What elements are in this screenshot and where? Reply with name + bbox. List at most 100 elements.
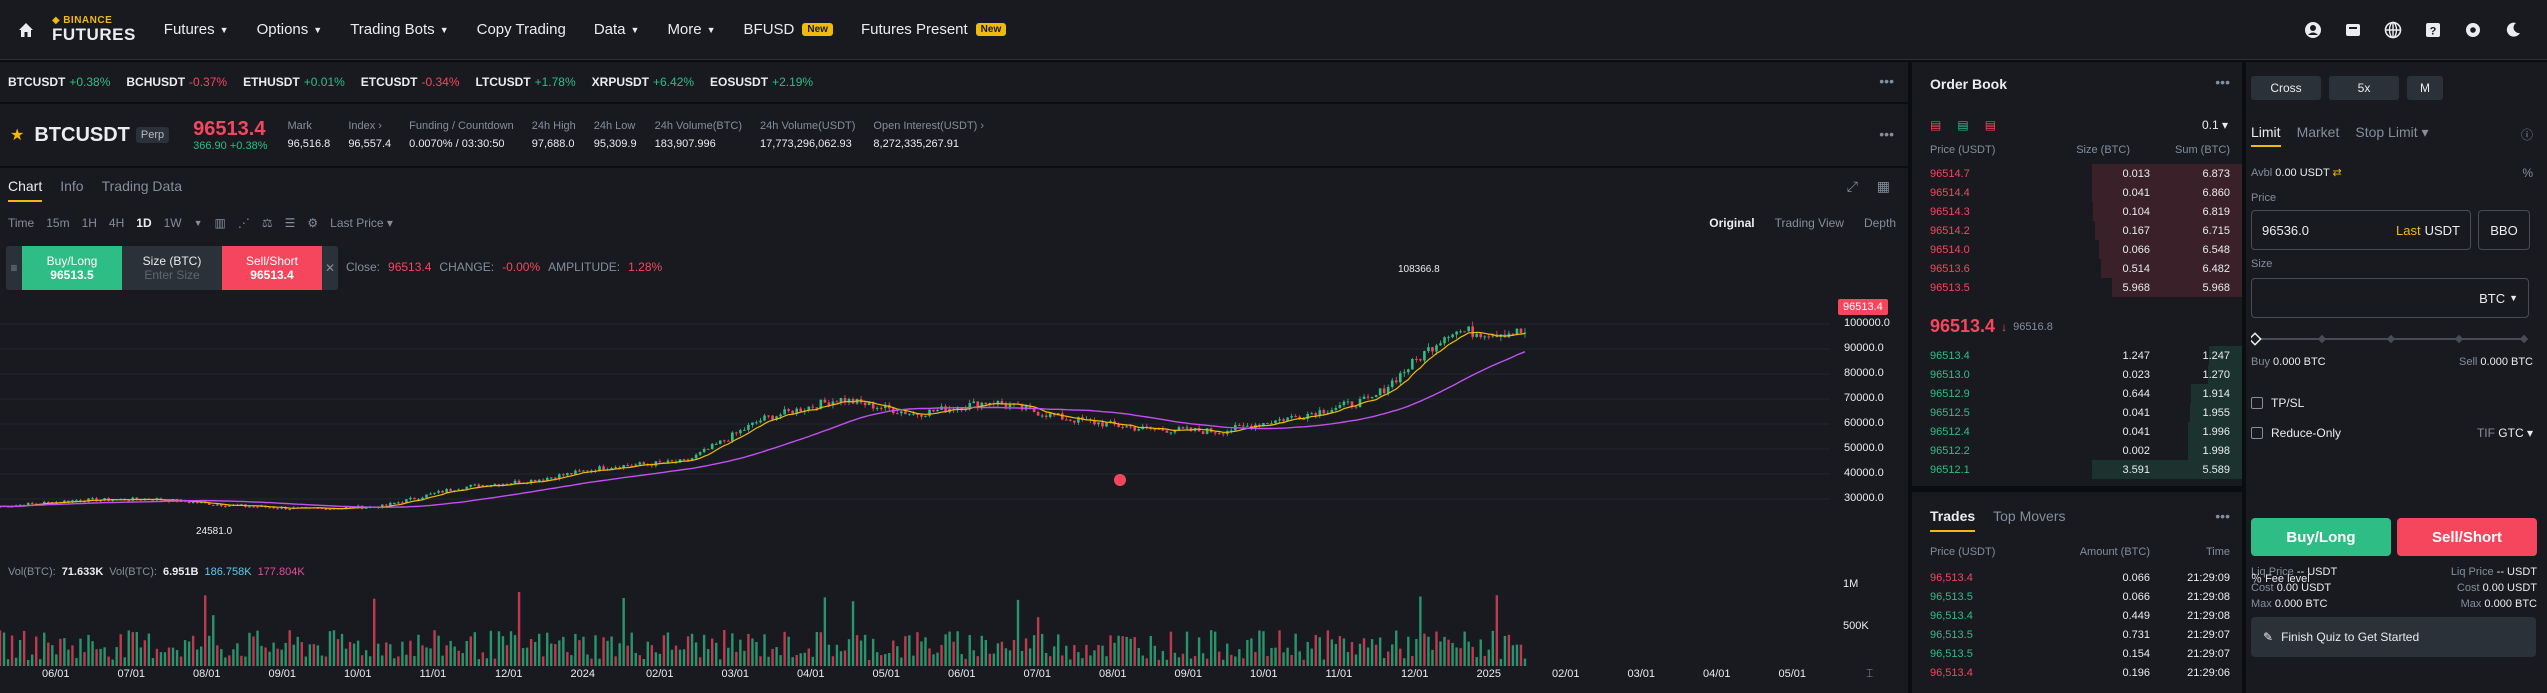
bid-row[interactable]: 96513.4 1.247 1.247: [1912, 346, 2242, 365]
leverage-button[interactable]: 5x: [2329, 76, 2399, 100]
ask-row[interactable]: 96513.5 5.968 5.968: [1912, 278, 2242, 297]
tick-size-select[interactable]: 0.1 ▾: [2201, 118, 2228, 132]
bid-row[interactable]: 96512.4 0.041 1.996: [1912, 422, 2242, 441]
candle-type-icon[interactable]: ▥: [214, 216, 226, 230]
calculator-icon[interactable]: %: [2522, 166, 2533, 180]
axis-scale-icon[interactable]: ⌶: [1866, 666, 1874, 680]
tab-trades[interactable]: Trades: [1930, 508, 1976, 532]
ask-row[interactable]: 96514.4 0.041 6.860: [1912, 183, 2242, 202]
nav-copy-trading[interactable]: Copy Trading: [476, 21, 566, 38]
indicator-icon[interactable]: ⋰: [237, 216, 250, 230]
bid-row[interactable]: 96512.2 0.002 1.998: [1912, 441, 2242, 460]
more-dots-icon[interactable]: •••: [2215, 508, 2230, 524]
ask-row[interactable]: 96514.2 0.167 6.715: [1912, 221, 2242, 240]
quick-sell-button[interactable]: Sell/Short 96513.4: [222, 246, 322, 290]
bid-row[interactable]: 96512.5 0.041 1.955: [1912, 403, 2242, 422]
tf-4h[interactable]: 4H: [108, 216, 125, 230]
ticker-xrpusdt[interactable]: XRPUSDT +6.42%: [591, 75, 695, 89]
tpsl-checkbox[interactable]: TP/SL: [2251, 396, 2304, 410]
ask-row[interactable]: 96514.0 0.066 6.548: [1912, 240, 2242, 259]
tab-stop-limit[interactable]: Stop Limit ▾: [2355, 124, 2429, 140]
tab-trading-data[interactable]: Trading Data: [101, 178, 183, 194]
globe-icon[interactable]: [2383, 20, 2403, 40]
position-mode-button[interactable]: M: [2407, 76, 2443, 100]
book-bids-icon[interactable]: ▤: [1957, 118, 1969, 132]
quick-buy-button[interactable]: Buy/Long 96513.5: [22, 246, 122, 290]
more-dots-icon[interactable]: •••: [2215, 74, 2230, 90]
info-icon[interactable]: ⓘ: [2520, 128, 2533, 142]
bid-row[interactable]: 96512.9 0.644 1.914: [1912, 384, 2242, 403]
nav-bfusd[interactable]: BFUSD New: [744, 21, 833, 38]
home-icon[interactable]: [0, 21, 52, 39]
settings-icon[interactable]: ⚙: [307, 216, 319, 230]
compare-icon[interactable]: ⚖: [261, 216, 273, 230]
layout-grid-icon[interactable]: ▦: [1876, 178, 1890, 194]
close-icon[interactable]: ✕: [324, 261, 336, 275]
ticker-bchusdt[interactable]: BCHUSDT -0.37%: [126, 75, 228, 89]
buy-long-button[interactable]: Buy/Long: [2251, 518, 2391, 556]
view-depth[interactable]: Depth: [1863, 216, 1896, 230]
ticker-eosusdt[interactable]: EOSUSDT +2.19%: [710, 75, 814, 89]
nav-options[interactable]: Options ▼: [256, 21, 323, 38]
ask-row[interactable]: 96514.7 0.013 6.873: [1912, 164, 2242, 183]
nav-trading-bots[interactable]: Trading Bots ▼: [350, 21, 449, 38]
sell-short-button[interactable]: Sell/Short: [2397, 518, 2537, 556]
tf-1w[interactable]: 1W: [163, 216, 182, 230]
price-chart[interactable]: [0, 294, 1910, 674]
bid-row[interactable]: 96512.1 3.591 5.589: [1912, 460, 2242, 479]
event-marker-dot[interactable]: [1114, 474, 1126, 486]
tf-1d[interactable]: 1D: [136, 216, 152, 230]
nav-futures[interactable]: Futures ▼: [163, 21, 229, 38]
moon-icon[interactable]: [2503, 20, 2523, 40]
stat-open-interest[interactable]: Open Interest(USDT) › 8,272,335,267.91: [873, 120, 985, 150]
nav-more[interactable]: More ▼: [667, 21, 716, 38]
book-asks-icon[interactable]: ▤: [1984, 118, 1997, 132]
margin-mode-button[interactable]: Cross: [2251, 76, 2321, 100]
nav-data[interactable]: Data ▼: [593, 21, 640, 38]
ticker-etcusdt[interactable]: ETCUSDT -0.34%: [360, 75, 460, 89]
tab-top-movers[interactable]: Top Movers: [1993, 508, 2066, 524]
nav-futures-present[interactable]: Futures Present New: [861, 21, 1007, 38]
reduce-only-checkbox[interactable]: Reduce-Only: [2251, 426, 2341, 440]
favorite-star-icon[interactable]: ★: [10, 127, 25, 144]
ticker-ltcusdt[interactable]: LTCUSDT +1.78%: [475, 75, 576, 89]
book-both-icon[interactable]: ▤: [1930, 118, 1942, 132]
more-dots-icon[interactable]: •••: [1879, 73, 1894, 89]
symbol-name[interactable]: BTCUSDT: [34, 123, 130, 146]
price-input[interactable]: 96536.0 Last USDT: [2251, 210, 2471, 250]
help-icon[interactable]: ?: [2423, 20, 2443, 40]
wallet-icon[interactable]: [2343, 20, 2363, 40]
ticker-btcusdt[interactable]: BTCUSDT +0.38%: [8, 75, 111, 89]
size-slider[interactable]: [2251, 332, 2531, 346]
ask-row[interactable]: 96513.6 0.514 6.482: [1912, 259, 2242, 278]
tab-info[interactable]: Info: [60, 178, 84, 194]
tf-15m[interactable]: 15m: [46, 216, 70, 230]
tif-select[interactable]: TIF GTC ▾: [2476, 426, 2533, 440]
view-original[interactable]: Original: [1709, 216, 1755, 230]
ticker-ethusdt[interactable]: ETHUSDT +0.01%: [243, 75, 345, 89]
bid-row[interactable]: 96513.0 0.023 1.270: [1912, 365, 2242, 384]
quiz-banner[interactable]: ✎ Finish Quiz to Get Started: [2251, 617, 2536, 657]
user-icon[interactable]: [2303, 20, 2323, 40]
tf-time[interactable]: Time: [8, 216, 35, 230]
price-type-select[interactable]: Last Price ▾: [330, 216, 393, 230]
expand-icon[interactable]: ⤢: [1846, 178, 1858, 194]
binance-futures-logo[interactable]: ◆ BINANCE FUTURES: [52, 15, 136, 44]
drag-handle-icon[interactable]: ≡: [10, 261, 18, 275]
ask-row[interactable]: 96514.3 0.104 6.819: [1912, 202, 2242, 221]
gear-icon[interactable]: [2463, 20, 2483, 40]
bbo-button[interactable]: BBO: [2478, 210, 2530, 250]
size-input[interactable]: BTC ▼: [2251, 278, 2529, 318]
fee-level-link[interactable]: ％ Fee level: [2251, 573, 2310, 585]
chevron-down-icon[interactable]: ▼: [193, 218, 203, 228]
volume-bar: [1044, 652, 1048, 666]
template-icon[interactable]: ☰: [284, 216, 296, 230]
tf-1h[interactable]: 1H: [81, 216, 97, 230]
more-dots-icon[interactable]: •••: [1879, 126, 1894, 142]
view-trading-view[interactable]: Trading View: [1774, 216, 1844, 230]
tab-chart[interactable]: Chart: [8, 178, 43, 202]
tab-market[interactable]: Market: [2296, 124, 2340, 140]
quick-size-input[interactable]: Size (BTC) Enter Size: [142, 254, 202, 282]
stat-index[interactable]: Index › 96,557.4: [348, 120, 392, 150]
tab-limit[interactable]: Limit: [2251, 124, 2281, 147]
